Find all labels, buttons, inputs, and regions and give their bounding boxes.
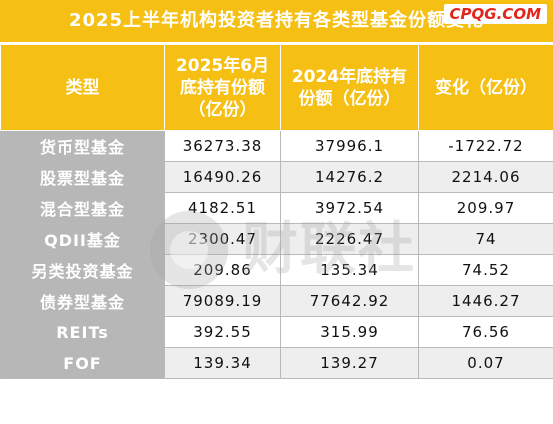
row-2025-value: 4182.51 [164, 192, 281, 224]
header-row: 类型 2025年6月底持有份额（亿份） 2024年底持有份额（亿份） 变化（亿份… [0, 44, 553, 131]
row-change-value: 2214.06 [418, 161, 553, 193]
row-change-value: 0.07 [418, 347, 553, 379]
row-type: 另类投资基金 [0, 254, 165, 286]
row-2025-value: 79089.19 [164, 285, 281, 317]
row-change-value: 74 [418, 223, 553, 255]
row-2024-value: 315.99 [280, 316, 419, 348]
row-2024-value: 135.34 [280, 254, 419, 286]
header-2025-holdings: 2025年6月底持有份额（亿份） [164, 44, 281, 131]
row-2024-value: 139.27 [280, 347, 419, 379]
row-2025-value: 2300.47 [164, 223, 281, 255]
row-change-value: 209.97 [418, 192, 553, 224]
row-change-value: 1446.27 [418, 285, 553, 317]
row-2024-value: 14276.2 [280, 161, 419, 193]
row-2025-value: 392.55 [164, 316, 281, 348]
site-watermark-logo: CPQG.COM [443, 4, 547, 24]
row-2025-value: 209.86 [164, 254, 281, 286]
row-type: 货币型基金 [0, 130, 165, 162]
table-row: REITs 392.55 315.99 76.56 [0, 316, 553, 348]
table-row: 债券型基金 79089.19 77642.92 1446.27 [0, 285, 553, 317]
row-2024-value: 77642.92 [280, 285, 419, 317]
table-row: 混合型基金 4182.51 3972.54 209.97 [0, 192, 553, 224]
row-2025-value: 36273.38 [164, 130, 281, 162]
row-type: REITs [0, 316, 165, 348]
header-2024-holdings: 2024年底持有份额（亿份） [280, 44, 419, 131]
row-2025-value: 139.34 [164, 347, 281, 379]
fund-share-table: 类型 2025年6月底持有份额（亿份） 2024年底持有份额（亿份） 变化（亿份… [0, 44, 553, 379]
table-row: 股票型基金 16490.26 14276.2 2214.06 [0, 161, 553, 193]
row-type: 债券型基金 [0, 285, 165, 317]
row-type: 混合型基金 [0, 192, 165, 224]
table-row: 另类投资基金 209.86 135.34 74.52 [0, 254, 553, 286]
row-type: QDII基金 [0, 223, 165, 255]
table-row: FOF 139.34 139.27 0.07 [0, 347, 553, 379]
table-row: 货币型基金 36273.38 37996.1 -1722.72 [0, 130, 553, 162]
row-2025-value: 16490.26 [164, 161, 281, 193]
row-change-value: 74.52 [418, 254, 553, 286]
row-change-value: 76.56 [418, 316, 553, 348]
table-row: QDII基金 2300.47 2226.47 74 [0, 223, 553, 255]
header-change: 变化（亿份） [418, 44, 553, 131]
row-type: 股票型基金 [0, 161, 165, 193]
row-2024-value: 2226.47 [280, 223, 419, 255]
header-type: 类型 [0, 44, 165, 131]
row-2024-value: 37996.1 [280, 130, 419, 162]
row-type: FOF [0, 347, 165, 379]
row-2024-value: 3972.54 [280, 192, 419, 224]
row-change-value: -1722.72 [418, 130, 553, 162]
